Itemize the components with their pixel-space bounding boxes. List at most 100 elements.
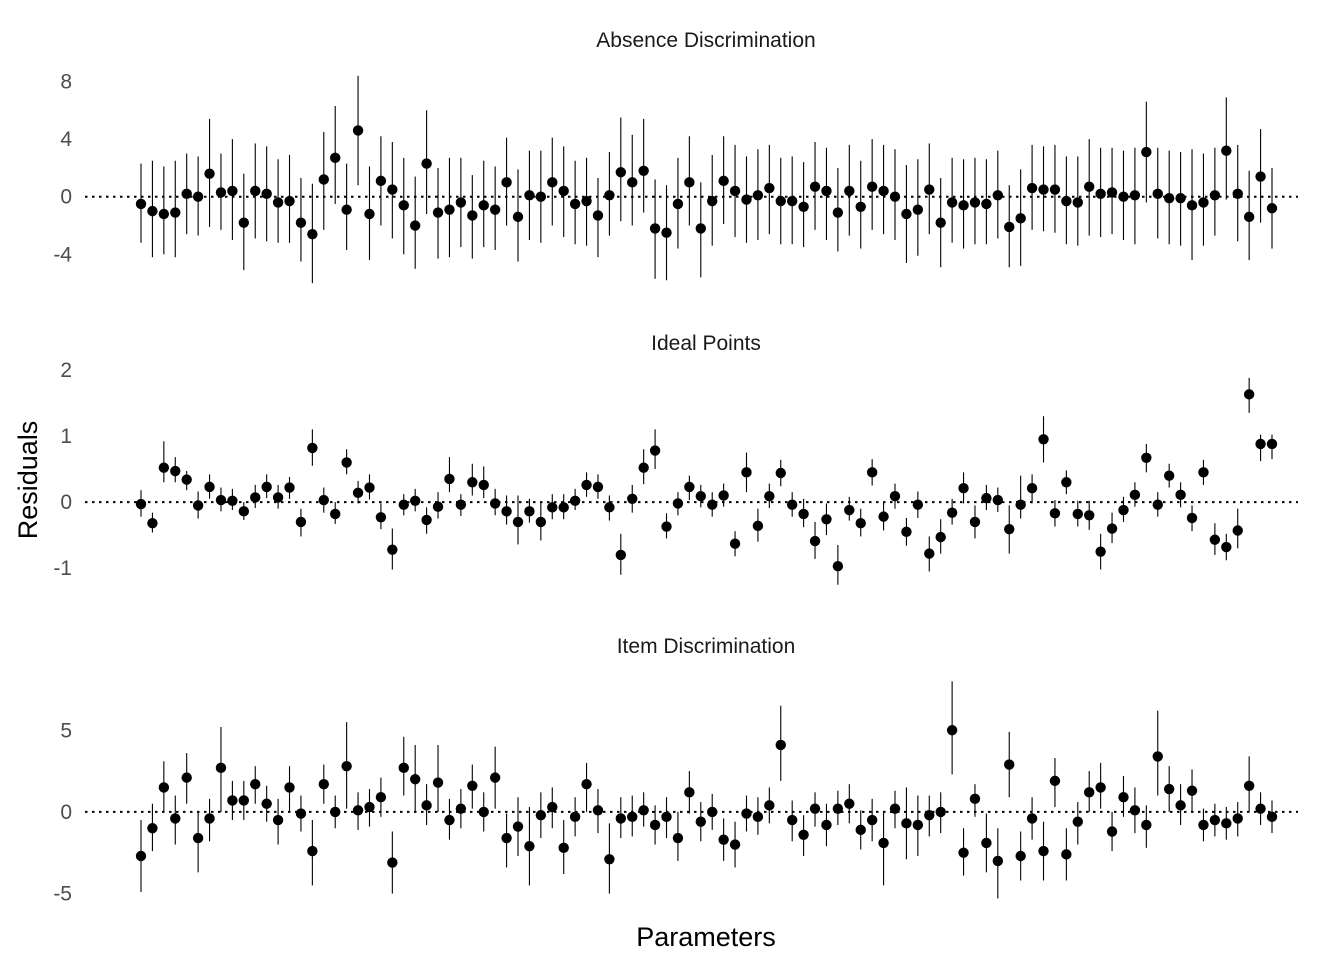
data-point bbox=[330, 806, 341, 818]
data-point bbox=[627, 177, 638, 188]
data-point bbox=[969, 516, 981, 528]
data-point bbox=[1243, 389, 1255, 400]
data-point bbox=[627, 811, 638, 823]
data-point bbox=[764, 182, 775, 194]
data-point bbox=[1015, 850, 1026, 862]
data-point bbox=[1049, 508, 1061, 519]
data-point bbox=[958, 847, 969, 858]
data-point bbox=[924, 184, 935, 195]
data-point bbox=[467, 780, 478, 791]
data-point bbox=[604, 854, 615, 865]
data-point bbox=[992, 494, 1004, 506]
data-point bbox=[204, 168, 215, 179]
data-point bbox=[1084, 510, 1095, 521]
data-point bbox=[1061, 195, 1072, 207]
chart-panels: Absence Discrimination -4 0 4 8 Ideal Points -… bbox=[53, 29, 1298, 906]
data-point bbox=[409, 220, 421, 231]
data-point bbox=[387, 857, 398, 868]
data-point bbox=[1209, 190, 1221, 201]
data-point bbox=[1186, 512, 1198, 524]
data-point bbox=[581, 479, 592, 491]
x-axis-title: Parameters bbox=[636, 922, 776, 952]
data-point bbox=[1221, 541, 1232, 553]
data-point bbox=[707, 499, 718, 510]
data-point bbox=[181, 474, 192, 485]
data-point bbox=[912, 204, 924, 215]
data-point bbox=[741, 467, 752, 478]
data-point bbox=[1129, 805, 1141, 816]
y-tick-label: 5 bbox=[60, 719, 72, 742]
data-point bbox=[1255, 803, 1266, 814]
data-point bbox=[307, 845, 318, 857]
data-point bbox=[147, 205, 158, 217]
data-point bbox=[364, 208, 375, 220]
data-point bbox=[901, 818, 912, 829]
data-point bbox=[1198, 467, 1209, 478]
data-point bbox=[1026, 182, 1038, 194]
data-point bbox=[1038, 434, 1049, 445]
data-point bbox=[1175, 489, 1186, 501]
data-point bbox=[524, 841, 535, 852]
data-point bbox=[901, 526, 912, 538]
data-point bbox=[1015, 213, 1026, 224]
data-point bbox=[672, 498, 684, 509]
data-point bbox=[192, 500, 204, 511]
data-point bbox=[512, 821, 524, 832]
data-point bbox=[592, 805, 604, 816]
data-point bbox=[409, 495, 421, 506]
data-point bbox=[889, 490, 901, 502]
data-point bbox=[684, 177, 695, 188]
data-point bbox=[649, 445, 661, 456]
data-point bbox=[901, 208, 912, 220]
data-point bbox=[181, 772, 192, 783]
data-point bbox=[672, 832, 684, 844]
data-point bbox=[1232, 525, 1243, 536]
data-point bbox=[912, 819, 924, 831]
data-point bbox=[478, 479, 489, 491]
y-tick-label: 0 bbox=[60, 801, 72, 824]
y-tick-label: -4 bbox=[53, 243, 72, 266]
y-tick-label: 0 bbox=[60, 186, 72, 209]
data-point bbox=[752, 811, 764, 823]
data-point bbox=[307, 442, 318, 454]
data-point bbox=[261, 188, 272, 200]
data-point bbox=[1163, 192, 1175, 204]
data-point bbox=[444, 204, 455, 215]
data-point bbox=[512, 211, 524, 223]
data-point bbox=[661, 227, 672, 238]
data-point bbox=[398, 200, 409, 211]
y-tick-label: 1 bbox=[60, 425, 72, 448]
data-point bbox=[318, 174, 329, 185]
data-point bbox=[1106, 187, 1118, 198]
data-point bbox=[1175, 192, 1186, 204]
data-point bbox=[729, 839, 741, 850]
data-point bbox=[1095, 546, 1106, 557]
data-point bbox=[889, 191, 901, 202]
data-point bbox=[535, 516, 547, 528]
data-point bbox=[421, 800, 432, 811]
data-point bbox=[752, 520, 764, 532]
data-point bbox=[1141, 452, 1152, 464]
data-point bbox=[238, 506, 250, 517]
data-point bbox=[489, 498, 501, 509]
data-point bbox=[707, 806, 718, 818]
data-point bbox=[330, 152, 341, 164]
data-point bbox=[1061, 849, 1072, 860]
data-point bbox=[809, 803, 821, 814]
data-point bbox=[1221, 818, 1232, 829]
data-point bbox=[1118, 504, 1129, 516]
data-point bbox=[204, 813, 215, 824]
data-point bbox=[889, 803, 901, 814]
data-point bbox=[946, 725, 958, 736]
data-point bbox=[478, 200, 489, 211]
y-tick-label: 4 bbox=[60, 128, 72, 151]
data-point bbox=[924, 548, 935, 559]
data-point bbox=[1141, 819, 1152, 831]
data-point bbox=[878, 185, 889, 197]
data-point bbox=[592, 481, 604, 493]
data-point bbox=[1232, 188, 1243, 200]
data-point bbox=[387, 544, 398, 555]
data-point bbox=[912, 499, 924, 510]
data-point bbox=[775, 195, 786, 207]
data-point bbox=[295, 516, 307, 528]
